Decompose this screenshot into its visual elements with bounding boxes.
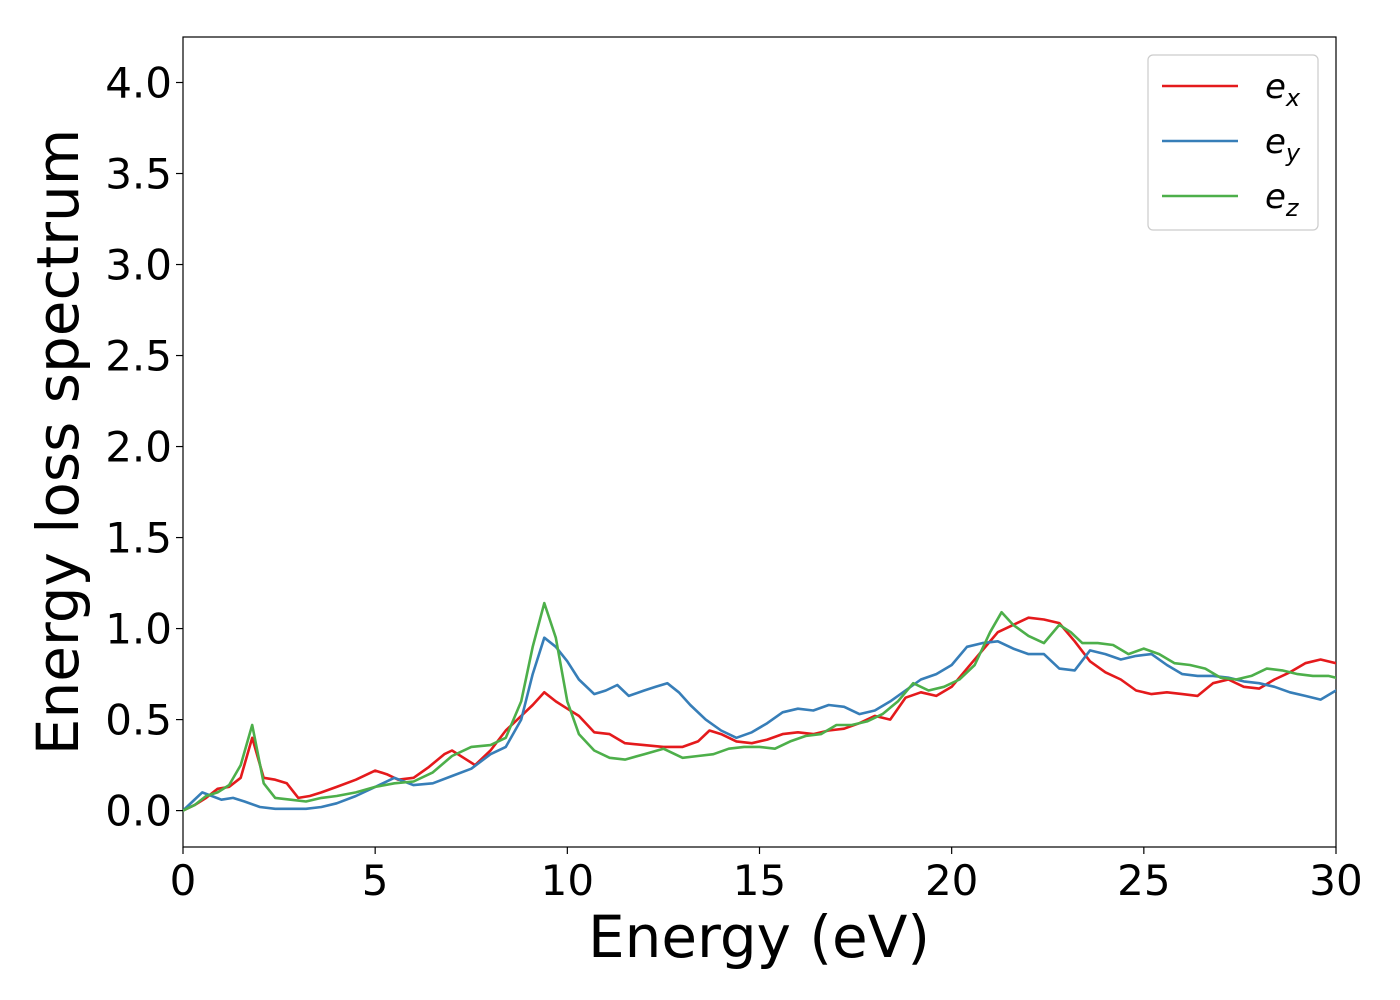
series-lines <box>183 601 1336 812</box>
x-tick-label: 25 <box>1117 856 1170 905</box>
series-line-ey <box>183 636 1336 812</box>
series-line-ez <box>183 601 1336 812</box>
legend-label-ex: ex <box>1265 67 1301 112</box>
y-tick-label: 3.0 <box>105 241 172 290</box>
y-tick-label: 1.0 <box>105 605 172 654</box>
y-tick-label: 4.0 <box>105 59 172 108</box>
legend-label-ez: ez <box>1265 177 1300 222</box>
legend: ex ey ez <box>1147 54 1319 231</box>
x-tick-label: 30 <box>1309 856 1362 905</box>
legend-box <box>1147 54 1319 231</box>
y-tick-label: 2.0 <box>105 423 172 472</box>
legend-label-ey: ey <box>1265 122 1301 167</box>
x-tick-label: 15 <box>733 856 786 905</box>
x-tick-label: 20 <box>925 856 978 905</box>
x-tick-label: 10 <box>541 856 594 905</box>
x-axis-title: Energy (eV) <box>588 903 930 971</box>
series-line-ex <box>183 616 1336 812</box>
plot-frame <box>182 36 1337 848</box>
y-tick-label: 3.5 <box>105 150 172 199</box>
y-axis-title: Energy loss spectrum <box>24 129 92 755</box>
y-tick-label: 0.0 <box>105 787 172 836</box>
x-tick-label: 0 <box>170 856 197 905</box>
axes: 0 5 10 15 20 25 30 0.0 0.5 1.0 1.5 2.0 2.5 3.0 3.5 4.0 <box>105 36 1363 905</box>
y-tick-label: 0.5 <box>105 696 172 745</box>
y-tick-label: 1.5 <box>105 514 172 563</box>
y-tick-label: 2.5 <box>105 332 172 381</box>
x-tick-label: 5 <box>362 856 389 905</box>
